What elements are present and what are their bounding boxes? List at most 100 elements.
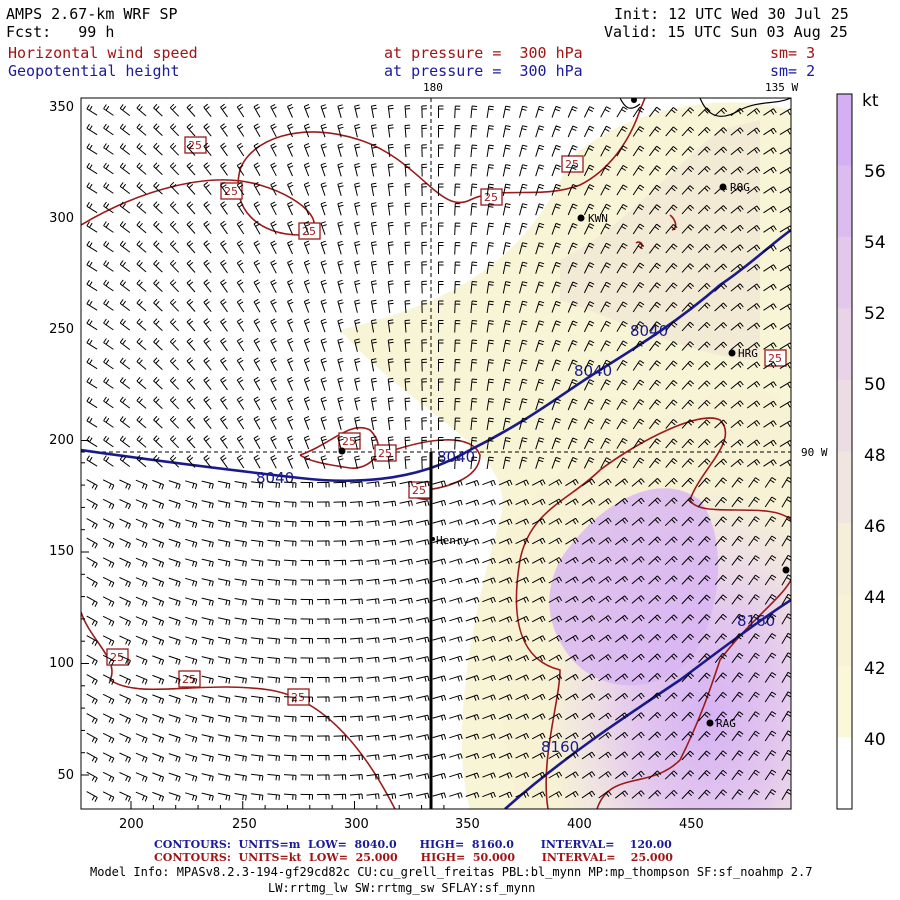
wind-barb (86, 377, 98, 389)
wind-barb (746, 420, 761, 428)
wind-barb (697, 204, 711, 215)
wind-barb (698, 672, 711, 683)
wind-barb (432, 792, 447, 799)
wind-barb (152, 616, 165, 626)
wind-barb (119, 479, 131, 490)
wind-barb (186, 318, 196, 332)
wind-barb (548, 537, 563, 545)
wind-barb (616, 398, 628, 410)
wind-barb (482, 499, 496, 506)
wind-barb (320, 143, 327, 157)
wind-barb (748, 711, 760, 722)
colorbar-unit: kt (862, 91, 879, 111)
wind-barb (316, 696, 330, 703)
wind-barb (631, 751, 645, 760)
wind-barb (337, 279, 344, 294)
wind-barb (185, 694, 198, 704)
wind-barb (349, 676, 363, 683)
wind-barb (354, 143, 361, 157)
wind-barb (186, 240, 196, 254)
wind-barb (337, 455, 344, 469)
wind-barb (86, 435, 98, 448)
wind-barb (152, 655, 165, 665)
wind-barb (103, 260, 114, 272)
wind-barb (714, 477, 728, 488)
wind-barb (519, 300, 528, 313)
wind-barb (454, 164, 461, 177)
wind-barb (267, 617, 280, 625)
wind-barb (781, 554, 791, 566)
wind-barb (731, 633, 744, 644)
wind-barb (535, 222, 545, 235)
wind-barb (583, 437, 595, 450)
wind-barb (486, 183, 494, 196)
wind-barb (731, 574, 744, 586)
wind-barb (300, 618, 313, 625)
wind-barb (714, 750, 728, 761)
wind-barb (236, 142, 245, 157)
wind-barb (519, 281, 528, 294)
wind-barb (665, 263, 678, 273)
wind-barb (387, 163, 394, 177)
wind-barb (598, 673, 612, 682)
wind-barb (730, 458, 744, 468)
wind-barb (153, 279, 163, 292)
footer-model-info: Model Info: MPASv8.2.3-194-gf29cd82c CU:… (90, 865, 813, 879)
wind-barb (370, 280, 377, 294)
wind-barb (416, 539, 430, 546)
wind-barb (119, 733, 131, 744)
wind-barb (535, 320, 545, 333)
wind-barb (731, 477, 744, 488)
wind-barb (502, 164, 511, 177)
wind-barb (186, 337, 196, 351)
wind-barb (486, 339, 494, 352)
field1-name: Horizontal wind speed (8, 44, 198, 62)
wind-barb (731, 711, 744, 722)
wind-barb (203, 376, 212, 391)
wind-barb (416, 617, 430, 624)
wind-barb (270, 259, 277, 274)
wind-barb (465, 655, 480, 662)
valid-time: Valid: 15 UTC Sun 03 Aug 25 (604, 23, 848, 41)
wind-barb (449, 616, 463, 624)
wind-barb (236, 279, 245, 293)
wind-barb (366, 676, 380, 683)
wind-barb (354, 280, 361, 294)
wind-barb (614, 692, 629, 702)
wind-barb (251, 578, 264, 586)
wind-barb (581, 732, 596, 740)
wind-barb (449, 675, 463, 682)
wind-barb (698, 653, 711, 663)
wind-barb (366, 773, 380, 780)
wind-barb (201, 636, 214, 645)
wind-barb (748, 516, 760, 527)
wind-barb (203, 337, 212, 352)
wind-barb (153, 435, 163, 448)
wind-barb (349, 735, 363, 741)
wind-barb (714, 205, 728, 214)
y-tick-label: 50 (57, 768, 74, 783)
wind-barb (218, 753, 231, 762)
wind-barb (316, 579, 330, 586)
wind-barb (416, 714, 430, 721)
wind-barb (203, 162, 212, 176)
wind-barb (185, 636, 198, 646)
wind-barb (404, 183, 411, 197)
wind-barb (438, 456, 444, 469)
wind-barb (185, 616, 198, 626)
wind-barb (354, 358, 361, 372)
wind-barb (764, 789, 777, 800)
wind-barb (201, 734, 214, 743)
colorbar-tick-label: 46 (864, 517, 886, 537)
wind-barb (649, 126, 661, 137)
y-tick-label: 150 (49, 544, 74, 559)
wind-barb (201, 597, 214, 606)
wind-barb (531, 518, 546, 525)
wind-barb (482, 713, 496, 721)
wind-barb (303, 435, 311, 450)
wind-barb (631, 536, 645, 546)
wind-barb (531, 635, 546, 642)
colorbar-tick-label: 40 (864, 730, 886, 750)
wind-barb (598, 576, 612, 584)
wind-barb (631, 673, 645, 682)
